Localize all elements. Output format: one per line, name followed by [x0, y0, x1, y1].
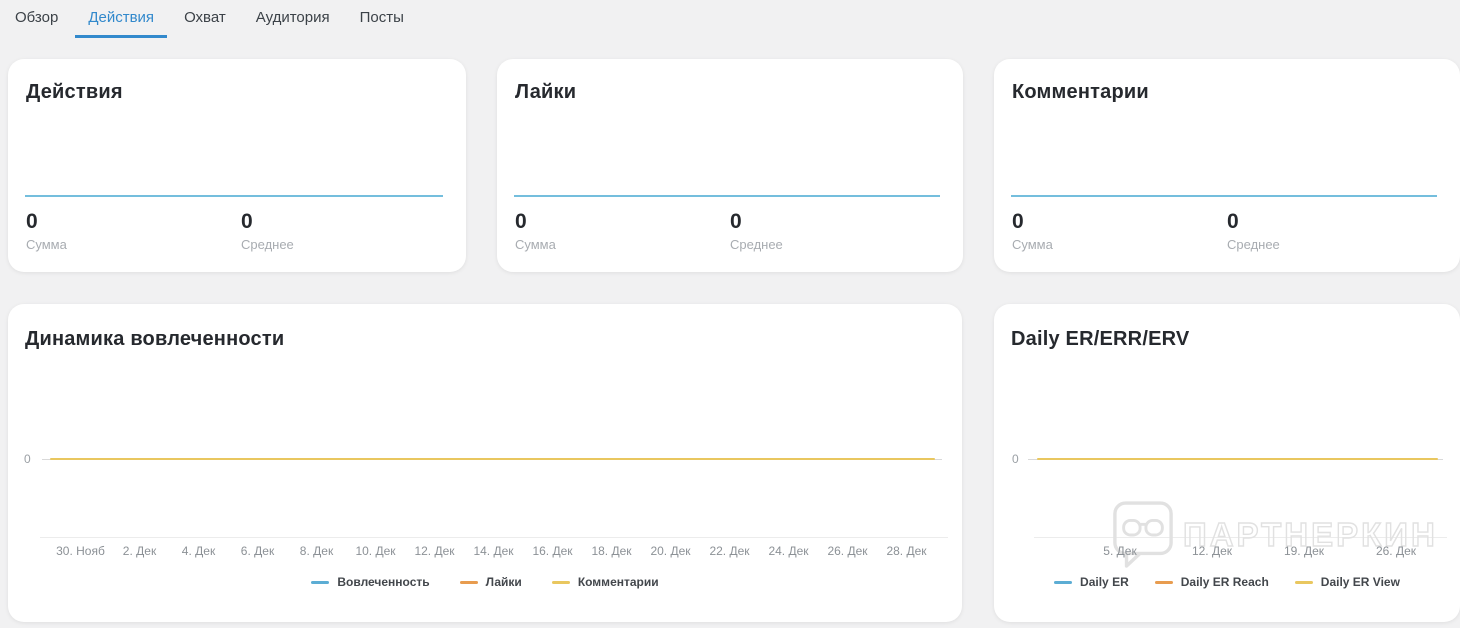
stat-card-actions: Действия 0 Сумма 0 Среднее: [8, 59, 466, 272]
avg-label: Среднее: [730, 237, 783, 253]
avg-value: 0: [241, 210, 253, 233]
x-tick: 4. Дек: [181, 544, 216, 558]
x-tick: 12. Дек: [1191, 544, 1233, 558]
legend-label: Лайки: [485, 575, 522, 589]
x-tick: 22. Дек: [709, 544, 750, 558]
y-axis-tick-label: 0: [24, 452, 31, 466]
x-tick: 28. Дек: [886, 544, 927, 558]
x-tick: 18. Дек: [591, 544, 632, 558]
series-color-swatch: [311, 580, 330, 584]
x-tick: 5. Дек: [1103, 544, 1137, 558]
series-color-swatch: [1294, 580, 1313, 584]
stat-card-comments: Комментарии 0 Сумма 0 Среднее: [994, 59, 1460, 272]
legend-item-engagement[interactable]: Вовлеченность: [311, 575, 430, 589]
legend-label: Вовлеченность: [337, 575, 430, 589]
card-title: Комментарии: [1012, 81, 1149, 103]
watermark: ПАРТНЕРКИН: [1112, 500, 1438, 570]
x-tick: 19. Дек: [1283, 544, 1325, 558]
sparkline-chart: [514, 195, 940, 197]
avg-label: Среднее: [241, 237, 294, 253]
stats-block: 0 Сумма 0 Среднее: [26, 209, 456, 252]
x-tick: 30. Нояб: [56, 544, 105, 558]
sum-value: 0: [1012, 210, 1024, 233]
x-tick: 16. Дек: [532, 544, 573, 558]
stat-avg: 0 Среднее: [730, 209, 945, 252]
engagement-dynamics-card: Динамика вовлеченности 0 30. Нояб 2. Дек…: [8, 304, 962, 622]
x-tick: 26. Дек: [1375, 544, 1417, 558]
daily-er-card: Daily ER/ERR/ERV 0 ПАРТНЕРКИН 5. Дек 12.…: [994, 304, 1460, 622]
legend-label: Daily ER: [1080, 575, 1129, 589]
sum-label: Сумма: [1012, 237, 1053, 253]
tab-reach[interactable]: Охват: [184, 9, 226, 26]
chart-cards-row: Динамика вовлеченности 0 30. Нояб 2. Дек…: [0, 304, 1460, 622]
x-tick: 12. Дек: [414, 544, 455, 558]
flat-zero-series-line: [1037, 458, 1438, 460]
sum-value: 0: [26, 210, 38, 233]
stat-avg: 0 Среднее: [241, 209, 456, 252]
stat-avg: 0 Среднее: [1227, 209, 1442, 252]
tab-bar: Обзор Действия Охват Аудитория Посты: [0, 0, 1460, 38]
stat-sum: 0 Сумма: [26, 209, 241, 252]
chart-legend: Daily ER Daily ER Reach Daily ER View: [994, 575, 1460, 589]
stat-card-likes: Лайки 0 Сумма 0 Среднее: [497, 59, 963, 272]
series-color-swatch: [459, 580, 478, 584]
speech-bubble-glasses-icon: [1113, 501, 1173, 568]
legend-item-likes[interactable]: Лайки: [459, 575, 522, 589]
legend-item-daily-er-reach[interactable]: Daily ER Reach: [1154, 575, 1269, 589]
card-title: Динамика вовлеченности: [25, 328, 285, 350]
y-axis-tick-label: 0: [1012, 452, 1019, 466]
legend-label: Комментарии: [577, 575, 659, 589]
x-tick: 24. Дек: [768, 544, 809, 558]
card-title: Действия: [26, 81, 123, 103]
tab-overview[interactable]: Обзор: [15, 9, 59, 26]
card-title: Лайки: [515, 81, 577, 103]
card-title: Daily ER/ERR/ERV: [1011, 328, 1190, 350]
legend-label: Daily ER Reach: [1180, 575, 1269, 589]
series-color-swatch: [1054, 580, 1073, 584]
legend-item-comments[interactable]: Комментарии: [551, 575, 659, 589]
avg-value: 0: [1227, 210, 1239, 233]
sparkline-chart: [1011, 195, 1437, 197]
stat-sum: 0 Сумма: [1012, 209, 1227, 252]
x-axis-line: [1034, 537, 1447, 538]
stats-block: 0 Сумма 0 Среднее: [515, 209, 953, 252]
legend-item-daily-er-view[interactable]: Daily ER View: [1294, 575, 1400, 589]
x-axis-tick-labels: 5. Дек 12. Дек 19. Дек 26. Дек: [1074, 544, 1442, 558]
x-axis-tick-labels: 30. Нояб 2. Дек 4. Дек 6. Дек 8. Дек 10.…: [51, 544, 936, 558]
x-tick: 26. Дек: [827, 544, 868, 558]
x-tick: 14. Дек: [473, 544, 514, 558]
stat-cards-row: Действия 0 Сумма 0 Среднее Лайки 0 Сумма…: [0, 59, 1460, 272]
stat-sum: 0 Сумма: [515, 209, 730, 252]
x-tick: 20. Дек: [650, 544, 691, 558]
stats-block: 0 Сумма 0 Среднее: [1012, 209, 1450, 252]
chart-legend: Вовлеченность Лайки Комментарии: [8, 575, 962, 589]
sum-value: 0: [515, 210, 527, 233]
legend-item-daily-er[interactable]: Daily ER: [1054, 575, 1129, 589]
x-tick: 8. Дек: [299, 544, 334, 558]
x-tick: 10. Дек: [355, 544, 396, 558]
tab-posts[interactable]: Посты: [359, 9, 404, 26]
x-axis-line: [40, 537, 948, 538]
legend-label: Daily ER View: [1320, 575, 1400, 589]
series-color-swatch: [1154, 580, 1173, 584]
x-tick: 6. Дек: [240, 544, 275, 558]
series-color-swatch: [551, 580, 570, 584]
sum-label: Сумма: [26, 237, 67, 253]
sum-label: Сумма: [515, 237, 556, 253]
sparkline-chart: [25, 195, 443, 197]
avg-label: Среднее: [1227, 237, 1280, 253]
flat-zero-series-line: [50, 458, 935, 460]
tab-actions[interactable]: Действия: [75, 9, 168, 38]
tab-audience[interactable]: Аудитория: [255, 9, 330, 26]
x-tick: 2. Дек: [122, 544, 157, 558]
avg-value: 0: [730, 210, 742, 233]
